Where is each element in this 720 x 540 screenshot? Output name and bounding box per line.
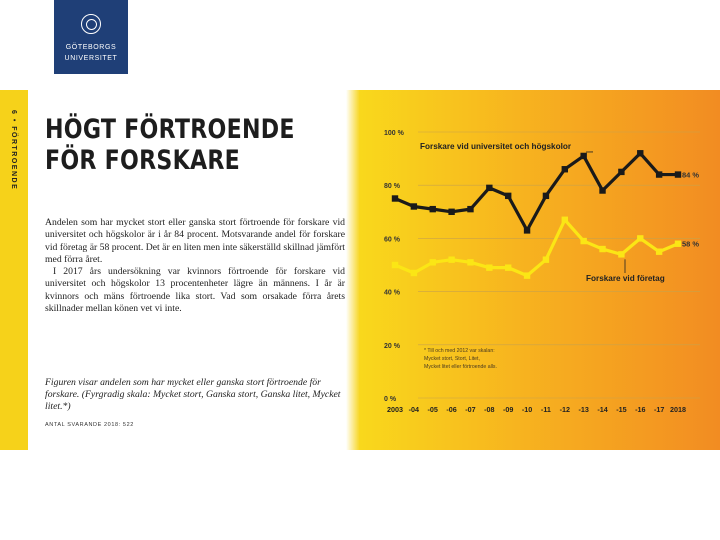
series-0-point — [618, 168, 625, 176]
crest-icon — [81, 14, 101, 34]
chart-footnote: Mycket litet eller förtroende alls. — [424, 364, 497, 370]
figure-caption: Figuren visar andelen som har mycket ell… — [45, 377, 341, 412]
x-tick-label: -05 — [428, 405, 438, 414]
series-0-point — [505, 192, 512, 200]
x-tick-label: -14 — [597, 405, 607, 414]
series-1-point — [655, 248, 663, 255]
legend-label-universitet: Forskare vid universitet och högskolor — [420, 142, 572, 151]
series-end-label: 58 % — [682, 240, 699, 249]
series-1-point — [674, 240, 682, 247]
series-1-point — [486, 264, 493, 271]
series-0-point — [542, 192, 550, 200]
y-tick-label: 20 % — [384, 343, 401, 350]
series-0-point — [486, 184, 493, 192]
series-0-point — [391, 195, 399, 202]
x-tick-label: -12 — [560, 405, 570, 414]
y-tick-label: 60 % — [384, 236, 401, 243]
series-0-point — [637, 150, 644, 157]
series-1-point — [580, 237, 587, 245]
report-page-image: 6 • FÖRTROENDE HÖGT FÖRTROENDE FÖR FORSK… — [0, 90, 720, 450]
x-tick-label: -13 — [578, 405, 588, 414]
x-tick-label: -08 — [484, 405, 494, 414]
series-0-point — [655, 171, 663, 178]
legend-label-foretag: Forskare vid företag — [586, 274, 665, 283]
series-1-point — [637, 235, 644, 242]
x-tick-label: -15 — [616, 405, 626, 414]
series-0-point — [410, 203, 418, 210]
series-1-point — [410, 269, 418, 277]
y-tick-label: 80 % — [384, 183, 401, 190]
page-headline: HÖGT FÖRTROENDE FÖR FORSKARE — [45, 114, 345, 176]
series-line-1 — [394, 218, 679, 278]
series-0-point — [429, 205, 436, 213]
series-1-point — [599, 245, 606, 253]
logo-text-line1: GÖTEBORGS — [65, 44, 117, 51]
series-0-point — [523, 227, 531, 234]
series-1-point — [448, 256, 455, 263]
series-1-point — [542, 256, 550, 263]
series-0-point — [674, 171, 682, 178]
series-0-point — [580, 152, 587, 160]
x-tick-label: -07 — [465, 405, 475, 414]
series-line-0 — [394, 151, 678, 233]
line-chart: 100 % 80 % 60 % 40 % 20 % 0 % 2003 -04 -05 -06 -07… — [384, 130, 700, 414]
source-note: ANTAL SVARANDE 2018: 522 — [45, 422, 134, 428]
series-end-label: 84 % — [682, 171, 699, 180]
series-1-point — [391, 261, 399, 269]
x-tick-label: -16 — [635, 405, 645, 414]
x-tick-label: -11 — [541, 405, 551, 414]
body-text: Andelen som har mycket stort eller gansk… — [45, 217, 345, 315]
x-tick-label: 2018 — [670, 405, 686, 414]
x-tick-label: -10 — [522, 405, 532, 414]
series-1-point — [618, 251, 625, 258]
series-1-point — [561, 216, 568, 223]
paragraph-1: Andelen som har mycket stort eller gansk… — [45, 217, 345, 265]
x-tick-label: -04 — [409, 405, 419, 414]
series-0-point — [561, 166, 568, 173]
section-label: 6 • FÖRTROENDE — [10, 110, 17, 191]
logo-text-line2: UNIVERSITET — [64, 55, 118, 62]
series-1-point — [429, 259, 436, 266]
series-1-point — [467, 259, 474, 266]
y-tick-label: 40 % — [384, 290, 401, 297]
headline-line-1: HÖGT FÖRTROENDE — [45, 114, 295, 145]
x-tick-label: -09 — [503, 405, 513, 414]
y-tick-label: 100 % — [384, 130, 405, 137]
university-logo: GÖTEBORGS UNIVERSITET — [54, 0, 128, 74]
y-tick-label: 0 % — [384, 396, 397, 403]
x-tick-label: -17 — [654, 405, 664, 414]
headline-line-2: FÖR FORSKARE — [45, 145, 241, 176]
text-panel: 6 • FÖRTROENDE HÖGT FÖRTROENDE FÖR FORSK… — [0, 90, 360, 450]
x-tick-label: 2003 — [387, 405, 403, 414]
chart-footnote: Mycket stort, Stort, Litet, — [424, 356, 480, 362]
series-0-point — [599, 187, 606, 194]
series-1-point — [523, 272, 531, 279]
chart-footnote: * Till och med 2012 var skalan: — [424, 348, 495, 354]
paragraph-2: I 2017 års undersökning var kvinnors för… — [45, 266, 345, 315]
series-0-point — [448, 208, 455, 215]
series-0-point — [467, 205, 474, 213]
x-tick-label: -06 — [446, 405, 456, 414]
series-1-point — [505, 264, 512, 271]
